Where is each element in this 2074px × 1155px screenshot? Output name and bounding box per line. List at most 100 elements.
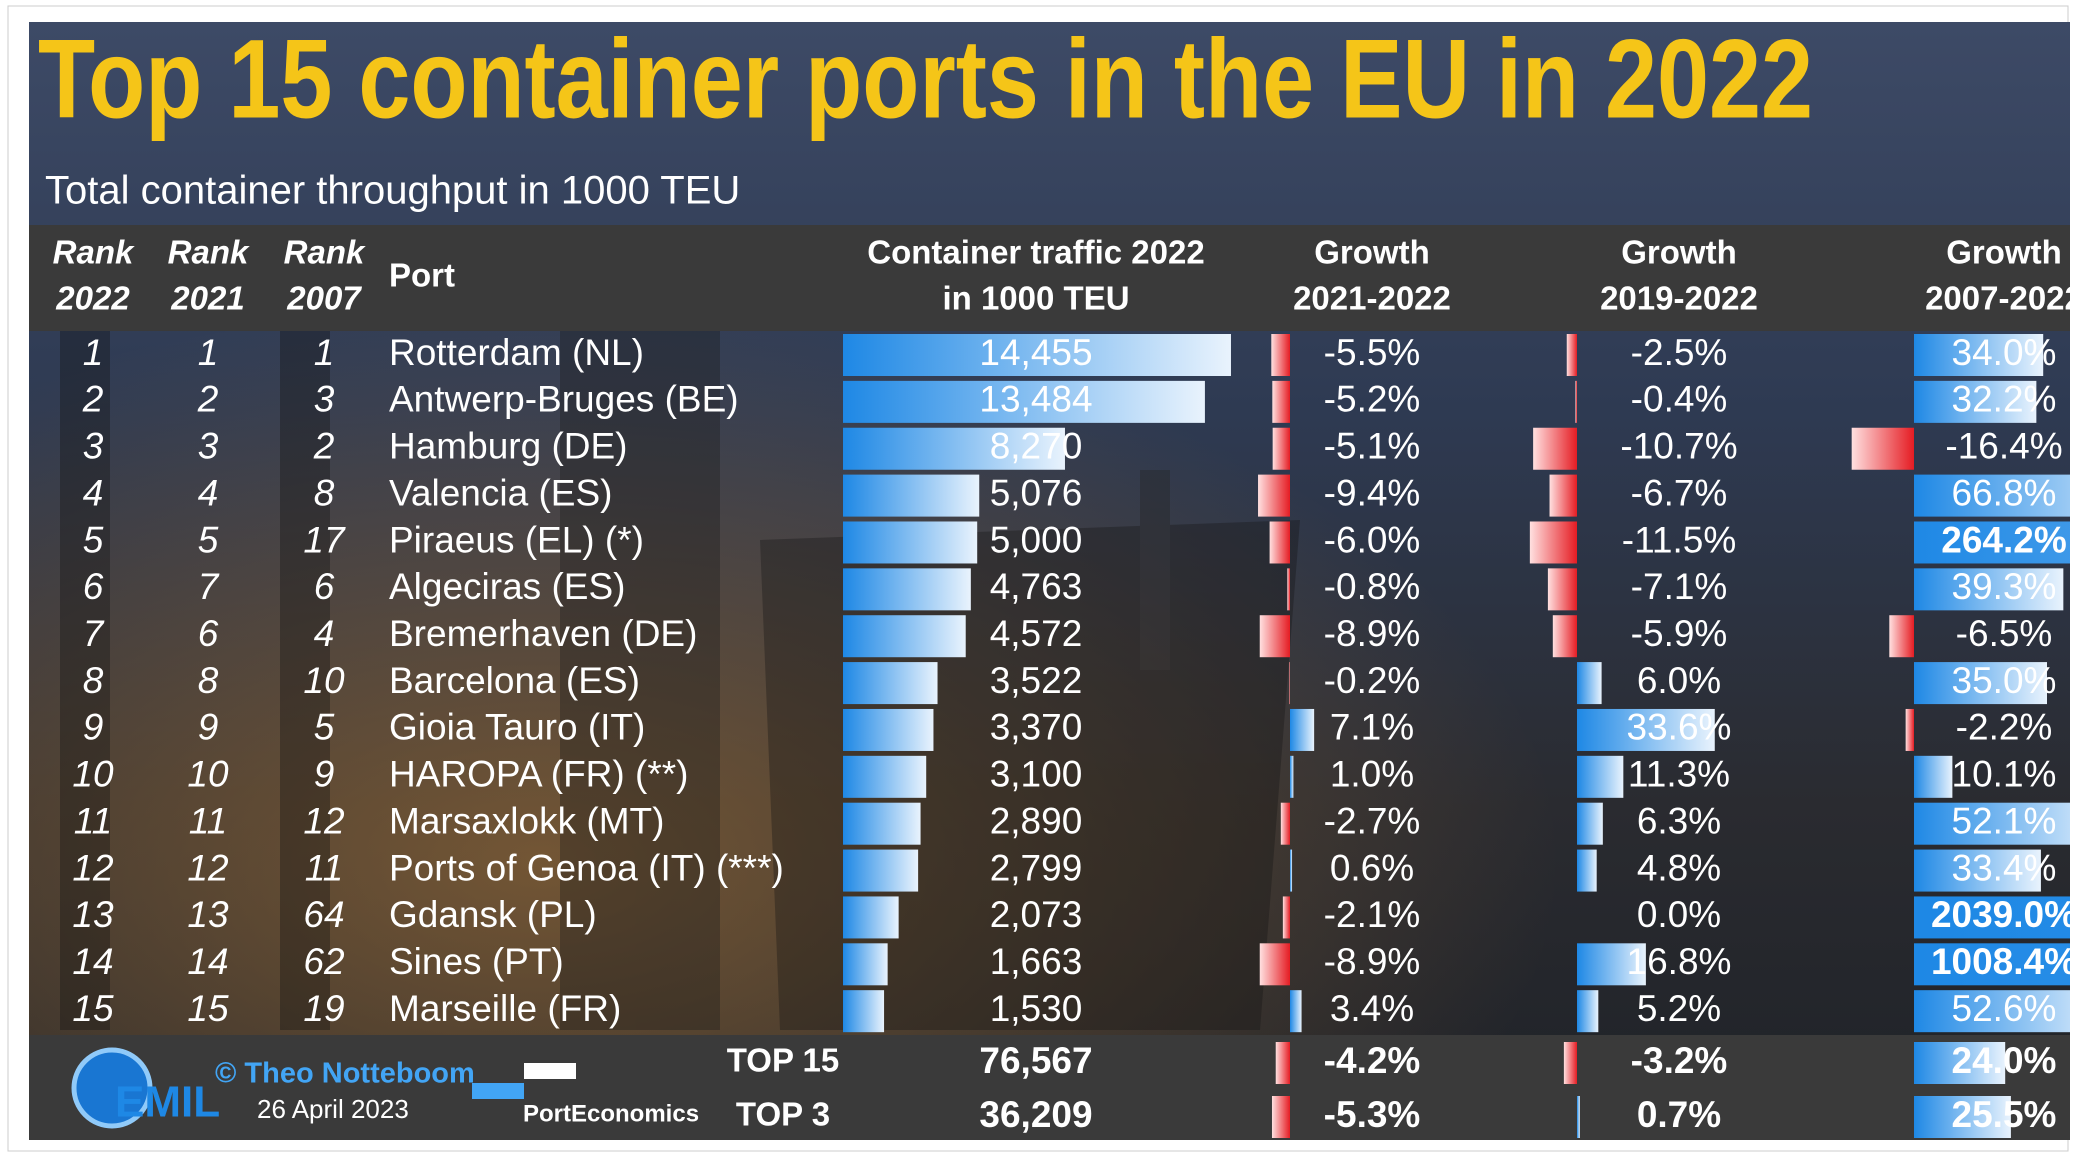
growth-value: -10.7% <box>1620 426 1737 467</box>
traffic-value: 2,890 <box>990 800 1083 841</box>
rank: 10 <box>303 660 345 701</box>
growth-value: -6.5% <box>1956 613 2053 654</box>
negative-growth-bar <box>1282 896 1290 939</box>
negative-growth-bar <box>1271 334 1290 376</box>
growth-value: -2.7% <box>1324 800 1421 841</box>
growth-value: 6.3% <box>1637 800 1721 841</box>
column-header: Rank <box>168 234 250 271</box>
traffic-bar <box>843 990 885 1033</box>
growth-value: -2.2% <box>1956 707 2053 748</box>
port-name: Valencia (ES) <box>389 472 612 513</box>
growth-value: 66.8% <box>1952 472 2057 513</box>
rank: 12 <box>303 800 345 841</box>
positive-growth-bar <box>1914 1096 2011 1138</box>
rank: 4 <box>83 472 104 513</box>
rank: 10 <box>72 754 114 795</box>
rank: 6 <box>314 566 335 607</box>
brand: PortEconomics <box>523 1100 699 1127</box>
growth-value: -5.9% <box>1631 613 1728 654</box>
negative-growth-bar <box>1259 615 1290 658</box>
positive-growth-bar <box>1577 662 1602 705</box>
growth-value: -4.2% <box>1324 1040 1421 1081</box>
rank: 15 <box>72 988 114 1029</box>
negative-growth-bar <box>1547 568 1577 611</box>
table: Rank 2022 Rank 2021 Rank 2007 Port Container tr… <box>53 234 2074 1138</box>
rank: 6 <box>83 566 104 607</box>
traffic-value: 13,484 <box>979 379 1092 420</box>
traffic-bar <box>843 708 934 751</box>
port-name: Marseille (FR) <box>389 988 621 1029</box>
growth-value: 32.2% <box>1952 379 2057 420</box>
negative-growth-bar <box>1575 380 1577 423</box>
growth-value: -7.1% <box>1631 566 1728 607</box>
growth-value: 7.1% <box>1330 707 1414 748</box>
rank: 9 <box>198 707 219 748</box>
traffic-value: 4,763 <box>990 566 1083 607</box>
negative-growth-bar <box>1533 427 1577 470</box>
negative-growth-bar <box>1259 943 1290 986</box>
growth-value: 25.5% <box>1952 1094 2057 1135</box>
positive-growth-bar <box>1290 708 1315 751</box>
negative-growth-bar <box>1552 615 1577 658</box>
port-name: Algeciras (ES) <box>389 566 625 607</box>
negative-growth-bar <box>1549 474 1577 517</box>
rank: 2 <box>82 379 104 420</box>
growth-value: 16.8% <box>1627 941 1732 982</box>
rank: 4 <box>314 613 335 654</box>
header-band <box>29 225 2070 331</box>
traffic-value: 3,370 <box>990 707 1083 748</box>
traffic-value: 8,270 <box>990 426 1083 467</box>
growth-value: -9.4% <box>1324 472 1421 513</box>
rank: 19 <box>303 988 344 1029</box>
positive-growth-bar <box>1577 990 1599 1033</box>
growth-value: -5.3% <box>1324 1094 1421 1135</box>
port-name: Hamburg (DE) <box>389 426 628 467</box>
rank: 11 <box>305 847 343 888</box>
rank: 3 <box>198 426 219 467</box>
positive-growth-bar <box>1914 1042 2006 1084</box>
rank: 3 <box>314 379 335 420</box>
traffic-bar <box>843 662 938 705</box>
rank: 8 <box>83 660 104 701</box>
positive-growth-bar <box>1914 568 2064 611</box>
traffic-bar <box>843 943 888 986</box>
rank: 2 <box>197 379 219 420</box>
growth-value: 35.0% <box>1952 660 2057 701</box>
rank: 12 <box>187 847 229 888</box>
traffic-value: 1,663 <box>990 941 1083 982</box>
traffic-bar <box>843 568 971 611</box>
credit: © Theo Notteboom <box>215 1058 475 1090</box>
negative-growth-bar <box>1529 521 1577 564</box>
port-name: Sines (PT) <box>389 941 564 982</box>
logo-text: EMIL <box>115 1078 220 1127</box>
growth-value: 33.6% <box>1627 707 1732 748</box>
rank: 3 <box>83 426 104 467</box>
positive-growth-bar <box>1914 521 2070 564</box>
traffic-bar <box>843 334 1231 376</box>
column-header: Rank <box>284 234 366 271</box>
growth-value: 1008.4% <box>1931 941 2074 982</box>
growth-value: -3.2% <box>1631 1040 1728 1081</box>
column-header: Growth <box>1621 234 1736 271</box>
growth-value: -2.1% <box>1324 894 1421 935</box>
growth-value: 24.0% <box>1952 1040 2057 1081</box>
positive-growth-bar <box>1577 708 1715 751</box>
rank: 14 <box>187 941 228 982</box>
rank: 8 <box>198 660 219 701</box>
column-header: Container traffic 2022 <box>867 234 1204 271</box>
traffic-bar <box>843 896 899 939</box>
rank: 8 <box>314 472 335 513</box>
growth-value: 10.1% <box>1952 754 2057 795</box>
growth-value: -0.8% <box>1324 566 1421 607</box>
traffic-bar <box>843 615 966 658</box>
total-label: TOP 3 <box>736 1096 830 1133</box>
growth-value: 2039.0% <box>1931 894 2074 935</box>
positive-growth-bar <box>1914 474 2070 517</box>
positive-growth-bar <box>1914 662 2047 705</box>
positive-growth-bar <box>1290 990 1302 1033</box>
column-header: Growth <box>1946 234 2061 271</box>
growth-value: 33.4% <box>1952 847 2057 888</box>
traffic-bar <box>843 380 1205 423</box>
column-header: 2022 <box>55 280 130 317</box>
growth-value: 34.0% <box>1952 332 2057 373</box>
